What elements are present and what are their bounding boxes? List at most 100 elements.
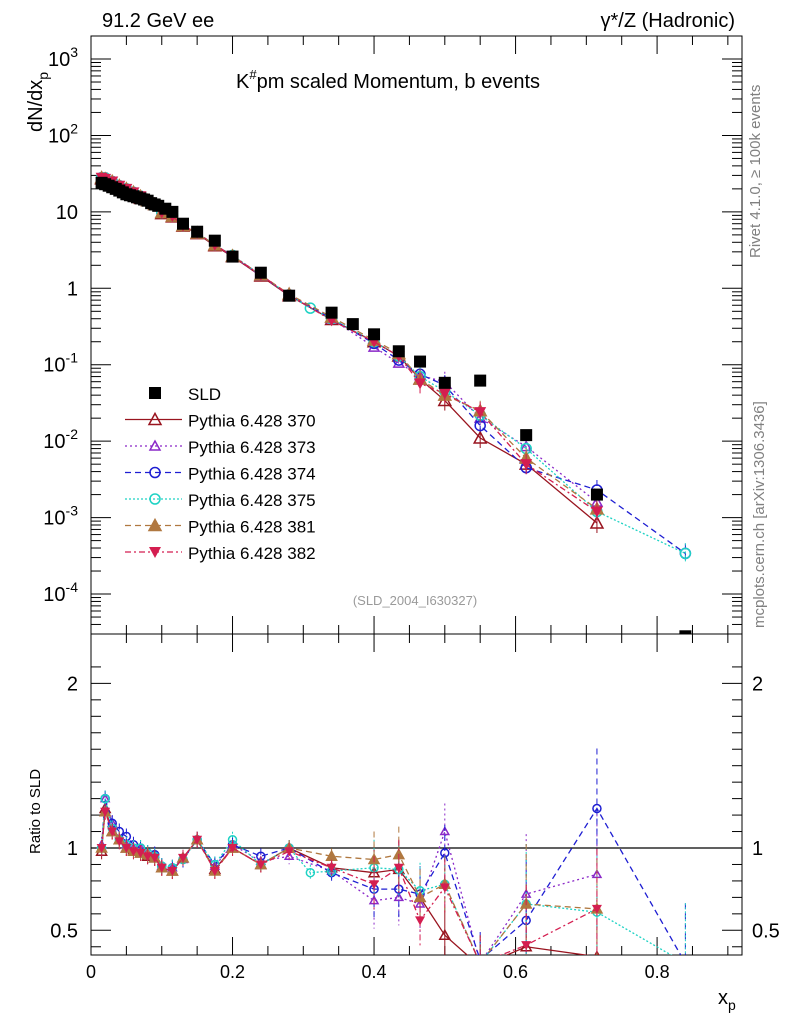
y-tick-label: 102 xyxy=(48,120,78,147)
process-label: γ*/Z (Hadronic) xyxy=(601,10,735,32)
legend-p370-marker xyxy=(147,411,163,426)
series-p382-ratio-point xyxy=(100,807,111,817)
series-p370-ratio-point xyxy=(475,962,485,971)
ratio-tick-label-right: 0.5 xyxy=(752,920,780,942)
x-tick-label: 0.4 xyxy=(362,962,387,982)
legend-p370-label: Pythia 6.428 370 xyxy=(188,412,316,431)
series-p382-ratio-point xyxy=(192,835,203,845)
series-p382-point xyxy=(520,459,533,471)
sld-data-point xyxy=(474,374,487,387)
series-p382-ratio-point xyxy=(107,827,118,837)
series-p382-ratio-line xyxy=(100,811,598,955)
legend-p382-marker xyxy=(149,547,161,558)
ratio-plot-frame xyxy=(90,633,743,956)
y-tick-label: 10 xyxy=(56,202,78,224)
series-p373-ratio-line xyxy=(100,798,598,955)
series-p382-ratio-point xyxy=(227,844,238,853)
legend-p373-marker xyxy=(148,439,162,451)
series-p370-point xyxy=(589,515,605,529)
legend-p375-label: Pythia 6.428 375 xyxy=(188,491,316,510)
legend-p374-marker xyxy=(149,466,161,479)
series-p374-ratio-point xyxy=(592,803,602,814)
series-p382-ratio-point xyxy=(591,904,602,914)
y-tick-label: 1 xyxy=(67,278,78,300)
series-p370-point xyxy=(472,430,488,444)
sld-data-point xyxy=(679,630,692,634)
series-p375-ratio-point xyxy=(100,793,110,804)
chart-title: K#pm scaled Momentum, b events xyxy=(236,67,540,93)
series-p381-ratio-point xyxy=(475,958,485,967)
series-p382-point xyxy=(414,378,427,390)
series-p382-ratio-point xyxy=(521,941,532,951)
series-p373-ratio-point xyxy=(393,891,405,902)
ratio-axis-label: Ratio to SLD xyxy=(27,769,44,854)
sld-data-point xyxy=(254,266,267,279)
series-p375-point xyxy=(679,547,692,560)
legend-sld-marker xyxy=(149,387,161,399)
sld-data-point xyxy=(438,376,451,389)
legend-p374-label: Pythia 6.428 374 xyxy=(188,465,316,484)
series-p374-ratio-line xyxy=(100,798,682,955)
sld-data-point xyxy=(590,488,603,501)
legend-p381-marker xyxy=(147,517,163,532)
sld-data-point xyxy=(226,250,239,263)
ratio-tick-label-right: 1 xyxy=(752,838,763,860)
x-tick-label: 0.6 xyxy=(503,962,528,982)
x-tick-label: 0.2 xyxy=(220,962,245,982)
ratio-tick-label-right: 2 xyxy=(752,673,763,695)
series-p374-ratio-point xyxy=(476,956,484,964)
series-p382-ratio-point xyxy=(415,916,426,926)
series-p382-ratio-point xyxy=(209,867,220,877)
energy-label: 91.2 GeV ee xyxy=(102,10,214,32)
series-p375-ratio-line xyxy=(100,798,673,955)
y-tick-label: 10-2 xyxy=(43,426,78,453)
y-tick-label: 10-3 xyxy=(43,503,78,530)
sld-data-point xyxy=(176,217,189,230)
series-p382-ratio-point xyxy=(96,844,107,853)
series-p382-point xyxy=(438,388,451,400)
x-tick-label: 0 xyxy=(86,962,96,982)
series-p382-ratio-point xyxy=(369,880,380,890)
y-tick-label: 10-1 xyxy=(43,350,78,377)
rivet-version-label: Rivet 4.1.0, ≥ 100k events xyxy=(747,85,764,258)
x-tick-label: 0.8 xyxy=(645,962,670,982)
main-plot-data xyxy=(94,170,692,634)
series-p382-ratio-point xyxy=(177,853,188,863)
series-p382-ratio-point xyxy=(475,959,485,968)
series-p382-ratio-point xyxy=(284,847,295,857)
series-p382-ratio-point xyxy=(167,867,178,877)
sld-data-point xyxy=(368,328,381,341)
series-p375-ratio-point xyxy=(476,959,484,967)
x-axis-label: xp xyxy=(718,987,736,1013)
series-p382-ratio-point xyxy=(439,883,450,893)
series-p382-point xyxy=(590,506,603,518)
legend-p382-label: Pythia 6.428 382 xyxy=(188,544,316,563)
analysis-id-label: (SLD_2004_I630327) xyxy=(353,593,477,608)
series-p382-ratio-point xyxy=(156,863,167,873)
legend: SLD Pythia 6.428 370 Pythia 6.428 373 Pythi… xyxy=(125,385,316,563)
series-p382-ratio-point xyxy=(135,848,146,858)
sld-data-point xyxy=(208,234,221,247)
ratio-tick-label: 1 xyxy=(67,838,78,860)
ratio-plot-data xyxy=(91,748,742,971)
series-p375-ratio-point xyxy=(681,959,689,967)
sld-data-point xyxy=(166,205,179,218)
series-p382-ratio-point xyxy=(121,844,132,853)
y-tick-label: 10-4 xyxy=(43,579,78,606)
ratio-tick-label: 2 xyxy=(67,673,78,695)
series-p382-ratio-point xyxy=(326,863,337,873)
sld-data-point xyxy=(520,429,533,442)
sld-data-point xyxy=(283,289,296,302)
series-p382-ratio-point xyxy=(149,853,160,863)
mcplots-reference-label: mcplots.cern.ch [arXiv:1306.3436] xyxy=(751,401,768,628)
sld-data-point xyxy=(191,225,204,238)
series-p373-point xyxy=(392,356,406,368)
legend-p381-label: Pythia 6.428 381 xyxy=(188,518,316,537)
series-p382-point xyxy=(474,407,487,419)
axis-ticks: 0 0.2 0.4 0.6 0.810310210110-110-210-310-40.… xyxy=(43,35,780,982)
series-p375-ratio-point xyxy=(305,867,316,878)
sld-data-point xyxy=(392,345,405,358)
legend-p375-marker xyxy=(149,493,161,505)
series-p374-ratio-point xyxy=(681,959,689,967)
